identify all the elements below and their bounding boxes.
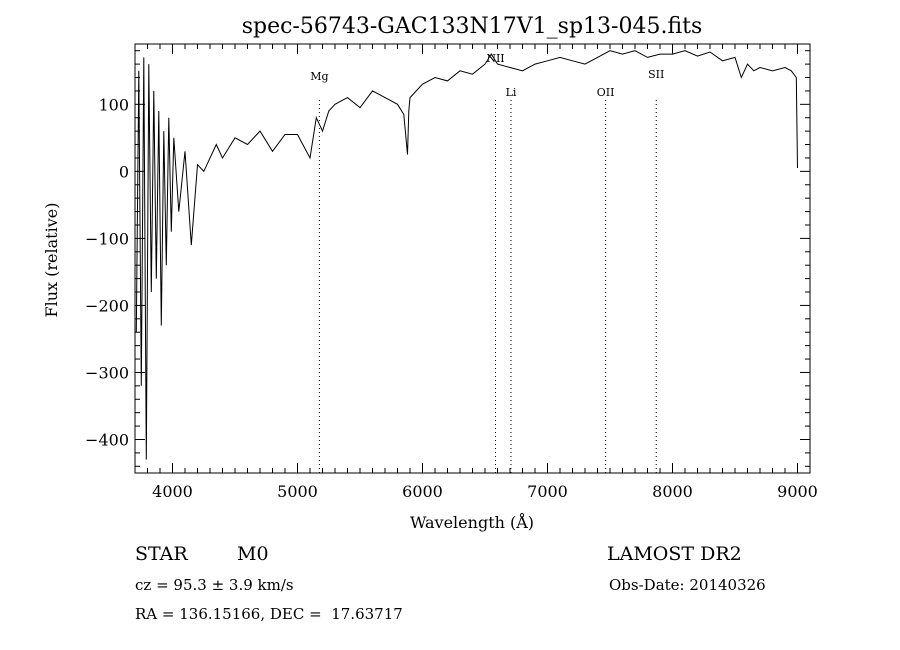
x-tick-label: 7000 xyxy=(527,482,568,501)
x-tick-label: 6000 xyxy=(402,482,443,501)
y-tick-label: 100 xyxy=(98,95,129,114)
y-tick-label: −100 xyxy=(85,229,129,248)
velocity-readout: cz = 95.3 ± 3.9 km/s xyxy=(135,576,294,594)
spectral-line-label: OII xyxy=(597,86,615,99)
y-tick-label: −300 xyxy=(85,363,129,382)
y-tick-label: −400 xyxy=(85,430,129,449)
survey-name: LAMOST DR2 xyxy=(607,543,742,565)
spectral-line-label: Mg xyxy=(310,70,328,83)
x-tick-label: 8000 xyxy=(652,482,693,501)
observation-date: Obs-Date: 20140326 xyxy=(609,576,766,594)
spectral-line-label: Li xyxy=(506,86,517,99)
chart-title: spec-56743-GAC133N17V1_sp13-045.fits xyxy=(242,14,703,39)
x-axis-label: Wavelength (Å) xyxy=(410,512,534,532)
spectrum-series-line xyxy=(135,50,798,460)
coordinates-readout: RA = 136.15166, DEC = 17.63717 xyxy=(135,605,403,623)
x-tick-label: 5000 xyxy=(277,482,318,501)
x-tick-label: 4000 xyxy=(152,482,193,501)
y-tick-label: −200 xyxy=(85,296,129,315)
x-tick-label: 9000 xyxy=(777,482,818,501)
object-type: STAR xyxy=(135,543,188,565)
spectral-subclass: M0 xyxy=(237,543,269,565)
y-axis-label: Flux (relative) xyxy=(42,203,61,318)
plot-frame xyxy=(134,43,811,474)
spectral-line-label: SII xyxy=(648,68,664,81)
y-tick-label: 0 xyxy=(119,162,129,181)
plot-area: 4000 5000 6000 7000 8000 9000 −400 −300 −200 −100… xyxy=(85,43,818,501)
